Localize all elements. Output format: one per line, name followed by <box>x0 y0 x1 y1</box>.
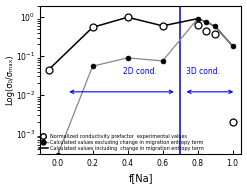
Legend: Normalized conductivity prefactor  experimental values, Calculated values exclud: Normalized conductivity prefactor experi… <box>39 133 204 152</box>
Text: 2D cond.: 2D cond. <box>123 67 157 76</box>
X-axis label: f[Na]: f[Na] <box>128 174 153 184</box>
Y-axis label: Log(σ₀/σₘₐₓ): Log(σ₀/σₘₐₓ) <box>5 54 15 105</box>
Text: 3D cond.: 3D cond. <box>186 67 220 76</box>
